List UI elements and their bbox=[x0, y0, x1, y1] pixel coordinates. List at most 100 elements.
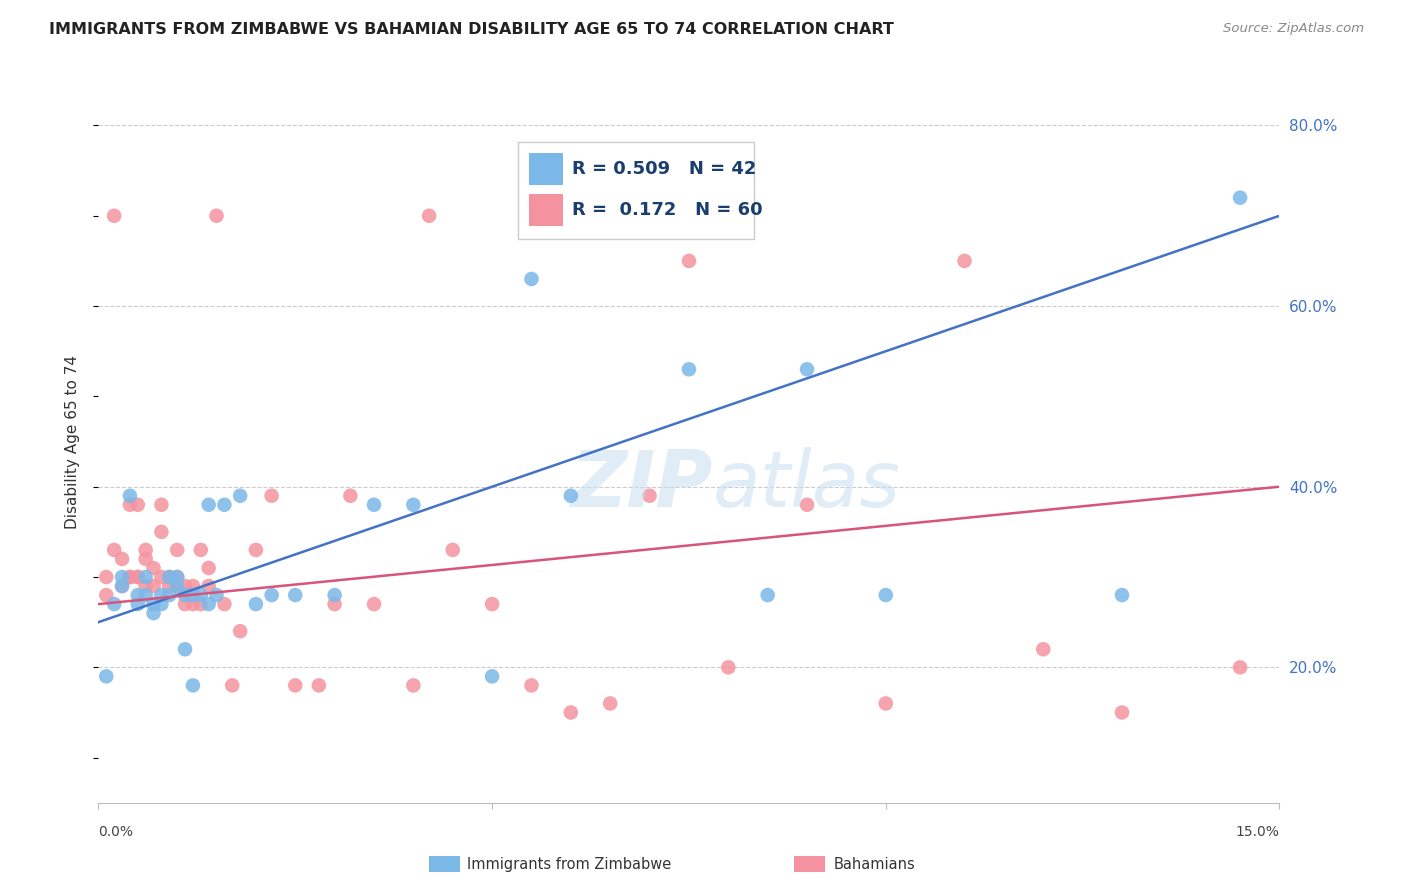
Point bbox=[190, 542, 212, 557]
Point bbox=[875, 697, 897, 711]
Point bbox=[323, 588, 346, 602]
Point bbox=[150, 588, 173, 602]
Point bbox=[181, 588, 204, 602]
Point bbox=[157, 588, 180, 602]
Point bbox=[221, 678, 243, 692]
Point bbox=[520, 678, 543, 692]
Point bbox=[127, 570, 149, 584]
Point bbox=[111, 579, 134, 593]
Point bbox=[157, 579, 180, 593]
Point bbox=[96, 570, 118, 584]
Point bbox=[166, 570, 188, 584]
Point bbox=[174, 642, 197, 657]
Point bbox=[96, 669, 118, 683]
Point bbox=[214, 597, 236, 611]
Point bbox=[150, 597, 173, 611]
Point bbox=[96, 588, 118, 602]
Point bbox=[363, 597, 385, 611]
Text: IMMIGRANTS FROM ZIMBABWE VS BAHAMIAN DISABILITY AGE 65 TO 74 CORRELATION CHART: IMMIGRANTS FROM ZIMBABWE VS BAHAMIAN DIS… bbox=[49, 22, 894, 37]
Point bbox=[157, 570, 180, 584]
Point bbox=[142, 579, 165, 593]
Text: Source: ZipAtlas.com: Source: ZipAtlas.com bbox=[1223, 22, 1364, 36]
Point bbox=[323, 597, 346, 611]
Point bbox=[284, 678, 307, 692]
Point bbox=[111, 570, 134, 584]
FancyBboxPatch shape bbox=[517, 142, 754, 239]
Point bbox=[150, 524, 173, 539]
Bar bbox=[530, 194, 562, 227]
Point bbox=[111, 579, 134, 593]
Point bbox=[135, 542, 157, 557]
Point bbox=[157, 570, 180, 584]
Text: ZIP: ZIP bbox=[571, 447, 713, 523]
Bar bbox=[530, 153, 562, 185]
Text: Bahamians: Bahamians bbox=[834, 857, 915, 871]
Point bbox=[197, 498, 219, 512]
Point bbox=[166, 570, 188, 584]
Text: R = 0.509   N = 42: R = 0.509 N = 42 bbox=[572, 161, 756, 178]
Point bbox=[260, 588, 283, 602]
Point bbox=[190, 597, 212, 611]
Point bbox=[441, 542, 464, 557]
Point bbox=[481, 597, 503, 611]
Point bbox=[245, 597, 267, 611]
Point bbox=[127, 588, 149, 602]
Point bbox=[181, 579, 204, 593]
Point bbox=[308, 678, 330, 692]
Point bbox=[135, 552, 157, 566]
Point bbox=[560, 489, 582, 503]
Point bbox=[166, 542, 188, 557]
Point bbox=[181, 678, 204, 692]
Point bbox=[150, 498, 173, 512]
Text: 15.0%: 15.0% bbox=[1236, 825, 1279, 839]
Point bbox=[796, 498, 818, 512]
Point bbox=[118, 498, 141, 512]
Point bbox=[229, 489, 252, 503]
Point bbox=[599, 697, 621, 711]
Point bbox=[118, 489, 141, 503]
Point bbox=[197, 597, 219, 611]
Point bbox=[205, 209, 228, 223]
Point bbox=[103, 209, 125, 223]
Point bbox=[1032, 642, 1054, 657]
Point bbox=[197, 561, 219, 575]
Point bbox=[402, 678, 425, 692]
Point bbox=[166, 579, 188, 593]
Point bbox=[142, 597, 165, 611]
Point bbox=[260, 489, 283, 503]
Point bbox=[118, 570, 141, 584]
Point bbox=[678, 362, 700, 376]
Text: Immigrants from Zimbabwe: Immigrants from Zimbabwe bbox=[467, 857, 671, 871]
Point bbox=[875, 588, 897, 602]
Point bbox=[197, 579, 219, 593]
Point bbox=[796, 362, 818, 376]
Point bbox=[284, 588, 307, 602]
Point bbox=[953, 253, 976, 268]
Point bbox=[103, 597, 125, 611]
Y-axis label: Disability Age 65 to 74: Disability Age 65 to 74 bbox=[65, 354, 80, 529]
Point bbox=[174, 588, 197, 602]
Point bbox=[1111, 706, 1133, 720]
Text: 0.0%: 0.0% bbox=[98, 825, 134, 839]
Point bbox=[135, 588, 157, 602]
Text: R =  0.172   N = 60: R = 0.172 N = 60 bbox=[572, 202, 762, 219]
Point bbox=[142, 561, 165, 575]
Point bbox=[166, 579, 188, 593]
Point bbox=[520, 272, 543, 286]
Point bbox=[481, 669, 503, 683]
Point bbox=[214, 498, 236, 512]
Point bbox=[174, 597, 197, 611]
Point bbox=[245, 542, 267, 557]
Point bbox=[135, 570, 157, 584]
Point bbox=[190, 588, 212, 602]
Point bbox=[1229, 660, 1251, 674]
Point bbox=[418, 209, 440, 223]
Point bbox=[205, 588, 228, 602]
Point bbox=[127, 570, 149, 584]
Point bbox=[103, 542, 125, 557]
Point bbox=[638, 489, 661, 503]
Point bbox=[339, 489, 361, 503]
Point bbox=[756, 588, 779, 602]
Point bbox=[150, 570, 173, 584]
Point bbox=[560, 706, 582, 720]
